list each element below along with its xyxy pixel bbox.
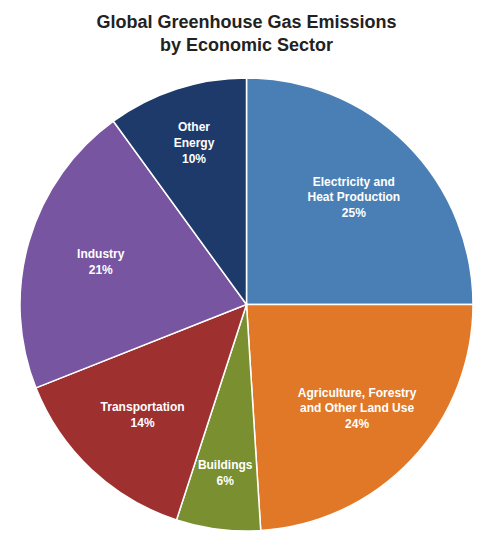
slice-label: Electricity andHeat Production (307, 175, 400, 205)
data-labels: Electricity andHeat Production25%Agricul… (77, 120, 417, 487)
slice-label-line: Buildings (198, 458, 253, 472)
slice-label: Buildings (198, 458, 253, 472)
slice-label-line: Transportation (101, 400, 185, 414)
slice-value: 25% (342, 206, 366, 220)
slice (247, 305, 474, 531)
slice-label-line: Energy (174, 136, 215, 150)
slice (247, 78, 474, 305)
slice-label: Agriculture, Forestryand Other Land Use (298, 386, 417, 416)
chart: Global Greenhouse Gas Emissions by Econom… (0, 0, 493, 543)
slice (113, 78, 246, 305)
slice-label-line: Electricity and (313, 175, 395, 189)
slice-value: 14% (131, 416, 155, 430)
pie (20, 78, 473, 531)
subtitle: by Economic Sector (160, 35, 333, 55)
slice-label-line: Heat Production (307, 190, 400, 204)
slice-value: 10% (182, 152, 206, 166)
slice-value: 6% (217, 474, 235, 488)
slice-label: Transportation (101, 400, 185, 414)
slice-label: Industry (77, 247, 125, 261)
slice-label-line: Industry (77, 247, 125, 261)
slice-label-line: and Other Land Use (300, 401, 414, 415)
slice-label-line: Agriculture, Forestry (298, 386, 417, 400)
slice-label: Other Energy (174, 120, 215, 150)
title: Global Greenhouse Gas Emissions (96, 12, 396, 32)
slice-value: 24% (345, 417, 369, 431)
slice-label-line: Other (178, 120, 210, 134)
slice-value: 21% (89, 263, 113, 277)
